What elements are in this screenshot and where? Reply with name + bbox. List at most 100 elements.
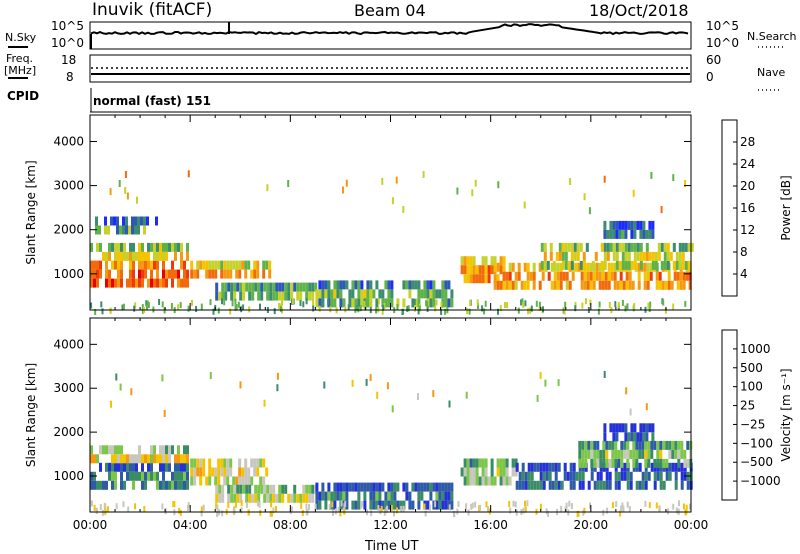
sparse-cell	[239, 381, 242, 389]
echo-cell	[150, 269, 153, 279]
echo-cell	[662, 440, 666, 450]
colorbar-tick-label: 12	[740, 223, 755, 237]
station-title: Inuvik (fitACF)	[92, 0, 213, 20]
echo-cell	[641, 449, 645, 459]
echo-cell	[171, 260, 174, 270]
echo-cell	[99, 260, 102, 270]
echo-cell	[131, 216, 134, 226]
scatter-cell	[279, 305, 282, 312]
echo-cell	[651, 423, 655, 433]
echo-cell	[441, 500, 445, 510]
echo-cell	[215, 493, 219, 503]
echo-cell	[674, 449, 678, 459]
echo-cell	[230, 493, 234, 503]
echo-cell	[159, 242, 162, 252]
echo-cell	[636, 242, 640, 252]
echo-cell	[396, 482, 400, 492]
colorbar-tick-label: −100	[740, 436, 773, 450]
echo-cell	[466, 265, 470, 275]
echo-cell	[647, 440, 651, 450]
echo-cell	[122, 216, 125, 226]
echo-cell	[241, 476, 245, 486]
echo-cell	[595, 262, 599, 272]
echo-cell	[572, 462, 576, 472]
echo-cell	[165, 445, 168, 455]
echo-cell	[132, 462, 135, 472]
sparse-cell	[126, 192, 129, 200]
echo-cell	[514, 467, 518, 477]
scatter-cell	[470, 503, 473, 510]
echo-cell	[633, 242, 637, 252]
sparse-cell	[124, 187, 127, 194]
colorbar-tick-label: −1000	[740, 474, 781, 488]
scatter-cell	[302, 301, 305, 308]
echo-cell	[339, 289, 343, 299]
echo-cell	[137, 216, 140, 226]
scatter-cell	[617, 302, 620, 309]
scatter-cell	[539, 503, 542, 510]
scatter-cell	[538, 305, 541, 311]
sparse-cell	[684, 180, 687, 187]
echo-cell	[120, 242, 123, 252]
echo-cell	[469, 476, 473, 486]
echo-cell	[177, 462, 180, 472]
echo-cell	[629, 471, 633, 481]
colorbar-tick-label: 8	[740, 245, 748, 259]
scatter-cell	[215, 502, 218, 509]
echo-cell	[266, 493, 270, 503]
scatter-cell	[281, 299, 283, 306]
scatter-cell	[619, 510, 622, 517]
echo-cell	[469, 458, 473, 468]
echo-cell	[321, 289, 325, 299]
echo-cell	[590, 449, 594, 459]
scatter-cell	[524, 506, 527, 513]
echo-cell	[318, 289, 322, 299]
echo-cell	[251, 493, 255, 503]
echo-cell	[532, 271, 536, 281]
echo-cell	[590, 458, 594, 468]
echo-cell	[558, 242, 562, 252]
echo-cell	[642, 423, 646, 433]
echo-cell	[639, 251, 643, 261]
echo-cell	[432, 500, 436, 510]
echo-cell	[621, 260, 625, 270]
echo-cell	[677, 440, 681, 450]
echo-cell	[659, 449, 663, 459]
scatter-cell	[402, 505, 405, 512]
echo-cell	[138, 242, 141, 252]
echo-cell	[193, 467, 197, 477]
echo-cell	[518, 471, 522, 481]
echo-cell	[447, 298, 451, 308]
echo-cell	[660, 242, 664, 252]
echo-cell	[565, 280, 569, 290]
echo-cell	[174, 480, 177, 490]
echo-cell	[269, 484, 273, 494]
x-tick-label: 08:00	[273, 518, 308, 532]
sparse-cell	[645, 403, 648, 411]
echo-cell	[484, 458, 488, 468]
echo-cell	[566, 471, 570, 481]
echo-cell	[508, 262, 512, 272]
echo-cell	[545, 471, 549, 481]
echo-cell	[180, 251, 183, 261]
echo-cell	[526, 271, 530, 281]
scatter-cell	[278, 302, 281, 309]
echo-cell	[153, 454, 156, 464]
echo-cell	[360, 482, 364, 492]
echo-cell	[618, 423, 622, 433]
echo-cell	[327, 280, 331, 290]
echo-cell	[242, 282, 246, 292]
echo-cell	[626, 449, 630, 459]
echo-cell	[645, 423, 649, 433]
echo-cell	[208, 467, 212, 477]
echo-cell	[308, 291, 312, 301]
echo-cell	[375, 482, 379, 492]
y-tick-label: 4000	[53, 337, 84, 351]
echo-cell	[305, 484, 309, 494]
echo-cell	[244, 260, 248, 270]
scatter-cell	[227, 501, 230, 508]
scatter-cell	[530, 305, 533, 312]
scatter-cell	[381, 308, 384, 315]
echo-cell	[208, 458, 212, 468]
scatter-cell	[644, 500, 647, 507]
